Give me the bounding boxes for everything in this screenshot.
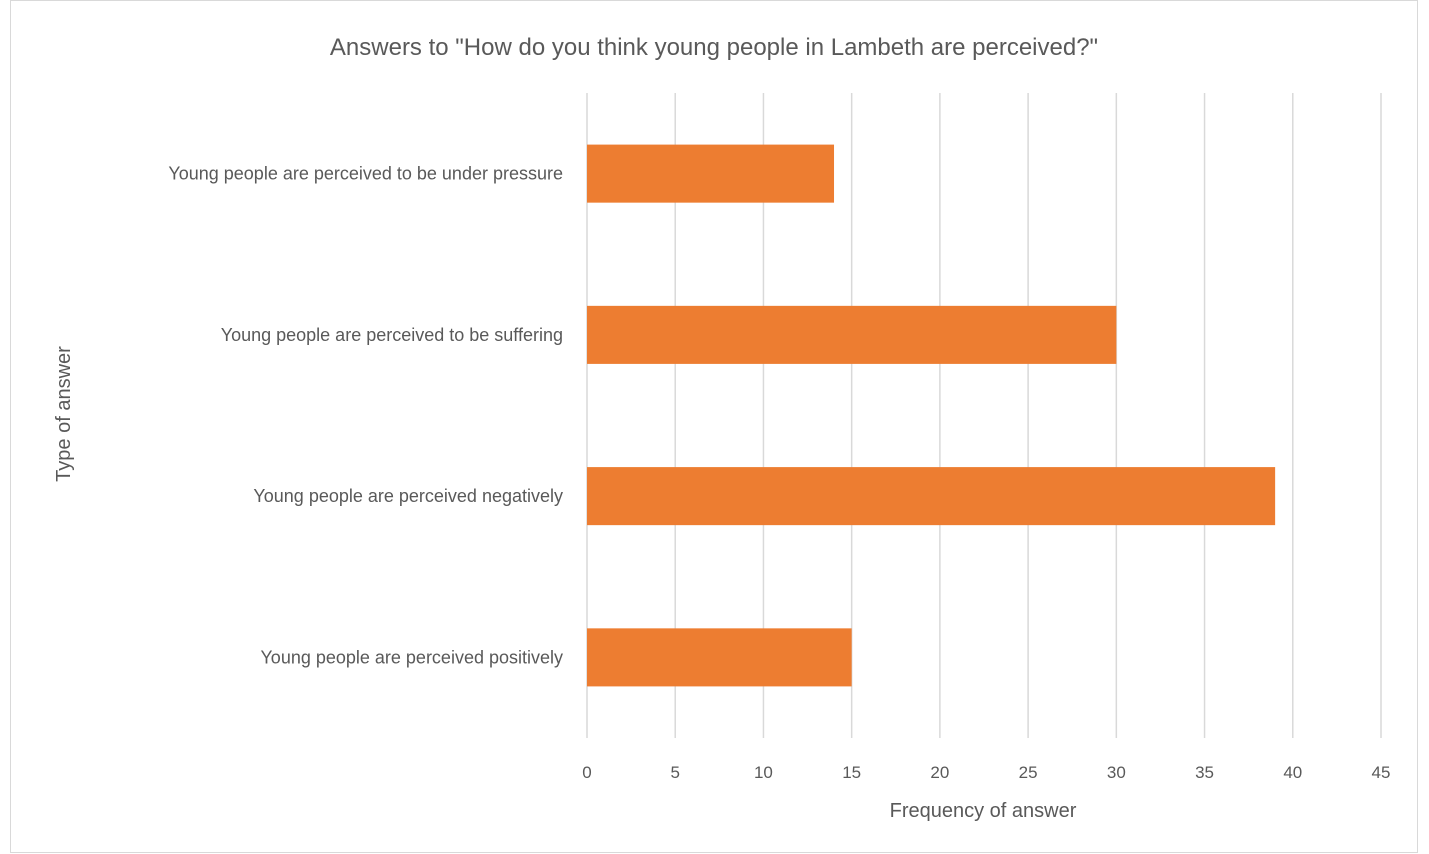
x-tick-label: 10: [754, 763, 773, 782]
x-tick-label: 0: [582, 763, 591, 782]
bar: [587, 144, 835, 203]
x-tick-label: 25: [1019, 763, 1038, 782]
x-tick-label: 15: [842, 763, 861, 782]
bars: [587, 144, 1276, 687]
bar: [587, 628, 852, 687]
category-label: Young people are perceived to be under p…: [168, 164, 563, 184]
x-tick-label: 30: [1107, 763, 1126, 782]
category-label: Young people are perceived to be sufferi…: [221, 325, 563, 345]
x-tick-label: 5: [670, 763, 679, 782]
category-label: Young people are perceived negatively: [253, 486, 563, 506]
x-axis-title: Frequency of answer: [890, 800, 1077, 822]
x-tick-labels: 0 5 10 15 20 25 30 35 40 45: [582, 763, 1390, 782]
bar: [587, 305, 1117, 364]
x-tick-label: 20: [930, 763, 949, 782]
x-tick-label: 45: [1372, 763, 1391, 782]
chart-frame: [10, 0, 1418, 853]
bar: [587, 467, 1276, 526]
category-label: Young people are perceived positively: [260, 647, 563, 667]
category-labels: Young people are perceived to be under p…: [168, 164, 563, 668]
x-tick-label: 35: [1195, 763, 1214, 782]
x-tick-label: 40: [1283, 763, 1302, 782]
y-axis-title: Type of answer: [53, 346, 75, 482]
chart-title: Answers to "How do you think young peopl…: [330, 34, 1098, 61]
